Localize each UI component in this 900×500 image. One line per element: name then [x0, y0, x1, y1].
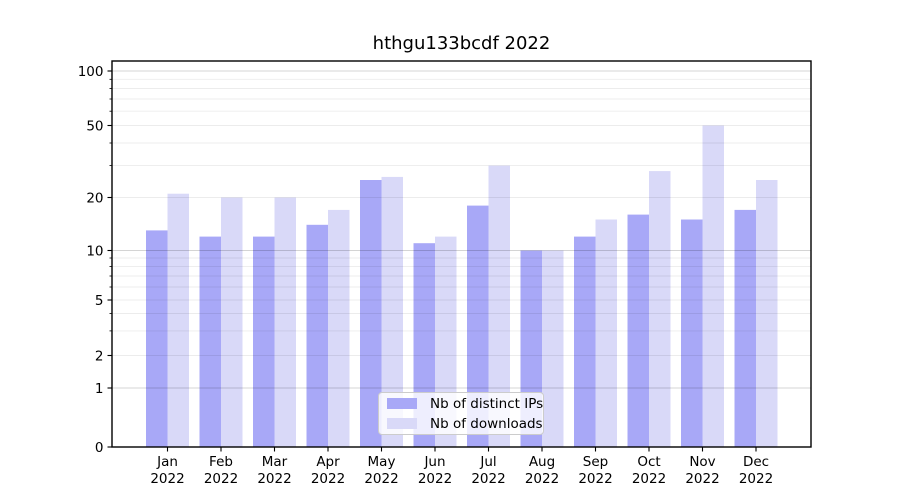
y-tick-label-10: 10 — [86, 243, 103, 259]
x-tick-label-jul: Jul 2022 — [471, 454, 505, 487]
bar-downloads-jan — [167, 193, 189, 447]
y-tick-label-1: 1 — [95, 381, 104, 397]
y-tick-label-5: 5 — [95, 293, 104, 309]
bar-downloads-sep — [595, 219, 617, 447]
x-tick-label-jun: Jun 2022 — [418, 454, 452, 487]
bar-downloads-dec — [756, 180, 778, 447]
bar-distinct-ips-sep — [574, 236, 596, 447]
y-tick-label-2: 2 — [95, 348, 104, 364]
legend-label-distinct-ips: Nb of distinct IPs — [430, 395, 544, 412]
bar-distinct-ips-nov — [681, 219, 703, 447]
plot-border — [111, 60, 812, 448]
bar-distinct-ips-oct — [627, 214, 649, 447]
bar-downloads-aug — [542, 250, 564, 447]
x-tick-label-may: May 2022 — [364, 454, 398, 487]
bar-distinct-ips-apr — [306, 224, 328, 447]
bar-distinct-ips-jul — [467, 205, 489, 447]
x-tick-label-aug: Aug 2022 — [525, 454, 559, 487]
y-tick-label-20: 20 — [86, 190, 103, 206]
legend-label-downloads: Nb of downloads — [430, 415, 543, 432]
x-tick-label-oct: Oct 2022 — [632, 454, 666, 487]
bar-downloads-jul — [488, 165, 510, 447]
bar-distinct-ips-feb — [199, 236, 221, 447]
bar-distinct-ips-jan — [146, 230, 168, 447]
legend-swatch-distinct-ips — [387, 398, 417, 409]
bar-downloads-oct — [649, 171, 671, 447]
bar-distinct-ips-may — [360, 180, 382, 447]
legend-row-distinct-ips: Nb of distinct IPs — [379, 394, 543, 414]
bar-downloads-nov — [702, 125, 724, 447]
x-tick-label-sep: Sep 2022 — [578, 454, 612, 487]
x-tick-label-mar: Mar 2022 — [257, 454, 291, 487]
legend-row-downloads: Nb of downloads — [379, 414, 543, 434]
legend: Nb of distinct IPs Nb of downloads — [378, 392, 544, 435]
x-tick-label-dec: Dec 2022 — [739, 454, 773, 487]
y-tick-label-0: 0 — [95, 440, 104, 456]
x-tick-label-feb: Feb 2022 — [204, 454, 238, 487]
bar-distinct-ips-mar — [253, 236, 275, 447]
x-tick-label-jan: Jan 2022 — [150, 454, 184, 487]
y-tick-label-100: 100 — [78, 64, 104, 80]
y-tick-label-50: 50 — [86, 118, 103, 134]
chart-title: hthgu133bcdf 2022 — [372, 33, 551, 54]
bar-downloads-may — [381, 176, 403, 447]
x-tick-label-nov: Nov 2022 — [685, 454, 719, 487]
bar-distinct-ips-dec — [734, 209, 756, 447]
bar-downloads-apr — [328, 209, 350, 447]
bar-downloads-mar — [274, 197, 296, 447]
x-tick-label-apr: Apr 2022 — [311, 454, 345, 487]
bar-downloads-feb — [221, 197, 243, 447]
legend-swatch-downloads — [387, 418, 417, 429]
